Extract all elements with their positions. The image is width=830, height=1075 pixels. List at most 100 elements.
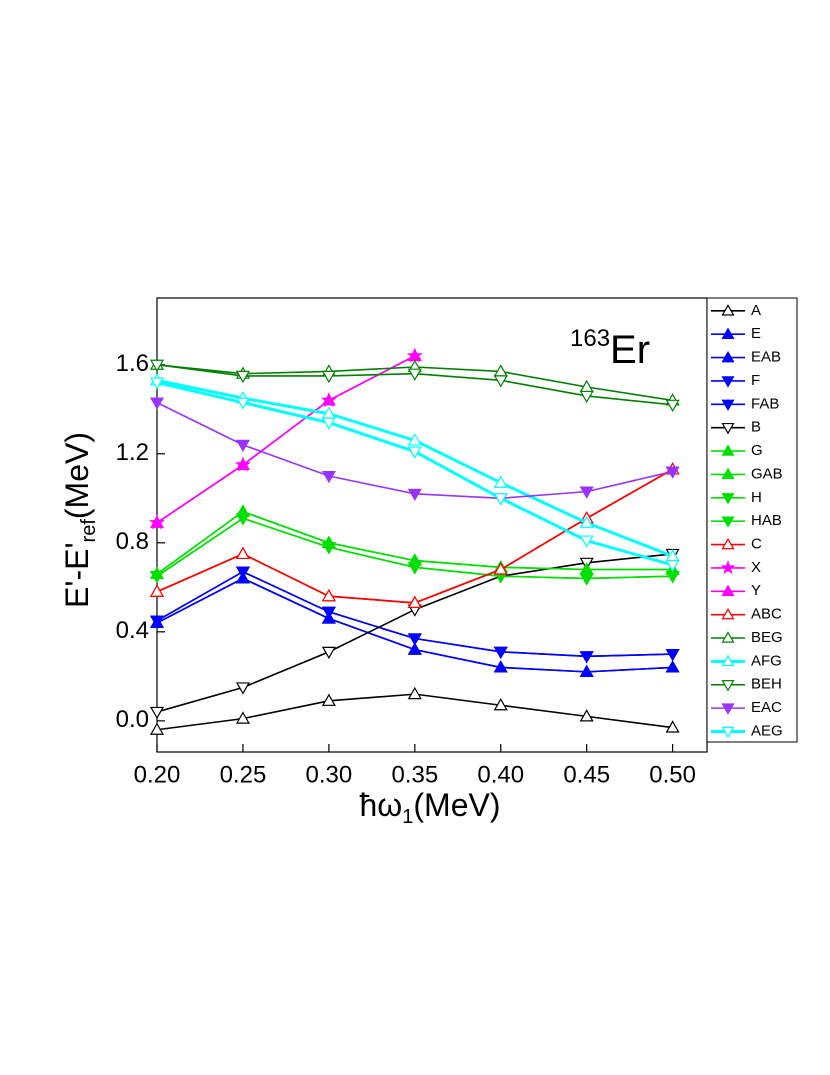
legend-label: FAB bbox=[751, 395, 779, 412]
data-point bbox=[579, 651, 594, 664]
legend-marker bbox=[721, 467, 735, 480]
data-point bbox=[235, 711, 250, 724]
legend-label: H bbox=[751, 489, 762, 506]
y-tick-label: 0.4 bbox=[116, 617, 149, 644]
legend-marker bbox=[721, 399, 735, 412]
data-point bbox=[493, 660, 508, 673]
data-point bbox=[149, 377, 165, 390]
data-point bbox=[149, 722, 165, 735]
legend-marker bbox=[721, 327, 735, 339]
legend-marker bbox=[721, 444, 735, 456]
data-point bbox=[149, 359, 165, 372]
legend-marker bbox=[721, 516, 735, 528]
legend-marker bbox=[721, 680, 735, 692]
legend-label: HAB bbox=[751, 512, 782, 529]
data-point bbox=[149, 515, 165, 528]
legend-label: BEH bbox=[751, 676, 782, 693]
data-point bbox=[493, 562, 508, 575]
legend-label: C bbox=[751, 536, 762, 553]
data-point bbox=[235, 439, 250, 453]
data-point bbox=[407, 562, 422, 575]
data-point bbox=[407, 686, 422, 700]
data-point bbox=[407, 488, 422, 502]
data-point bbox=[321, 370, 336, 384]
data-point bbox=[665, 648, 680, 662]
data-point bbox=[321, 470, 336, 484]
data-point bbox=[407, 433, 422, 446]
data-point bbox=[235, 546, 250, 560]
data-point bbox=[149, 706, 165, 720]
data-point bbox=[407, 595, 422, 608]
data-point bbox=[321, 693, 336, 706]
y-tick-label: 1.6 bbox=[116, 350, 149, 377]
data-point bbox=[321, 646, 336, 660]
data-point bbox=[665, 720, 680, 733]
legend-marker bbox=[721, 422, 735, 435]
data-point bbox=[321, 606, 336, 620]
data-point bbox=[235, 513, 250, 526]
data-point bbox=[579, 535, 594, 548]
legend-label: F bbox=[751, 372, 760, 389]
legend-box bbox=[706, 297, 798, 743]
data-point bbox=[321, 417, 336, 430]
x-tick-label: 0.20 bbox=[134, 761, 181, 788]
legend-marker bbox=[721, 654, 735, 667]
legend-marker bbox=[721, 726, 735, 739]
legend-marker bbox=[721, 607, 735, 620]
data-point bbox=[407, 446, 422, 459]
data-point bbox=[407, 368, 422, 381]
legend-marker bbox=[720, 560, 736, 575]
x-tick-label: 0.35 bbox=[391, 761, 438, 788]
legend-marker bbox=[721, 703, 735, 715]
x-tick-label: 0.30 bbox=[306, 761, 353, 788]
data-point bbox=[665, 559, 680, 573]
legend-marker bbox=[721, 304, 735, 316]
x-tick-label: 0.45 bbox=[563, 761, 610, 788]
data-point bbox=[579, 390, 594, 404]
legend-label: G bbox=[751, 442, 763, 459]
data-point bbox=[493, 375, 508, 388]
legend-label: EAB bbox=[751, 349, 781, 366]
y-tick-label: 0.0 bbox=[116, 706, 149, 733]
legend-label: E bbox=[751, 325, 761, 342]
legend-label: AFG bbox=[751, 652, 782, 669]
data-point bbox=[579, 709, 594, 722]
data-point bbox=[149, 615, 165, 628]
data-point bbox=[149, 397, 165, 410]
data-point bbox=[665, 660, 680, 673]
data-point bbox=[235, 566, 250, 579]
legend-label: ABC bbox=[751, 606, 782, 623]
x-tick-label: 0.50 bbox=[649, 761, 696, 788]
legend-marker bbox=[721, 584, 735, 596]
data-point bbox=[149, 571, 165, 584]
data-point bbox=[579, 573, 594, 586]
legend-label: AEG bbox=[751, 722, 783, 739]
data-point bbox=[321, 393, 336, 406]
data-point bbox=[321, 542, 336, 555]
series-line bbox=[156, 355, 416, 524]
legend-label: GAB bbox=[751, 465, 783, 482]
data-point bbox=[579, 664, 594, 677]
data-point bbox=[407, 633, 422, 646]
legend-label: Y bbox=[751, 582, 761, 599]
data-point bbox=[493, 475, 508, 488]
data-point bbox=[665, 466, 680, 479]
data-point bbox=[493, 493, 508, 506]
data-point bbox=[235, 457, 250, 471]
data-point bbox=[235, 370, 250, 384]
data-point bbox=[407, 642, 422, 655]
legend-marker bbox=[721, 376, 735, 388]
annotation: 163Er bbox=[570, 325, 650, 371]
data-point bbox=[235, 682, 250, 695]
legend-marker bbox=[721, 631, 735, 643]
legend-label: EAC bbox=[751, 699, 782, 716]
data-point bbox=[321, 589, 336, 602]
y-tick-label: 1.2 bbox=[116, 439, 149, 466]
legend-label: A bbox=[751, 302, 761, 319]
legend-marker bbox=[721, 350, 735, 363]
x-tick-label: 0.40 bbox=[477, 761, 524, 788]
legend-marker bbox=[721, 493, 735, 505]
data-point bbox=[665, 399, 680, 413]
data-point bbox=[235, 397, 250, 410]
